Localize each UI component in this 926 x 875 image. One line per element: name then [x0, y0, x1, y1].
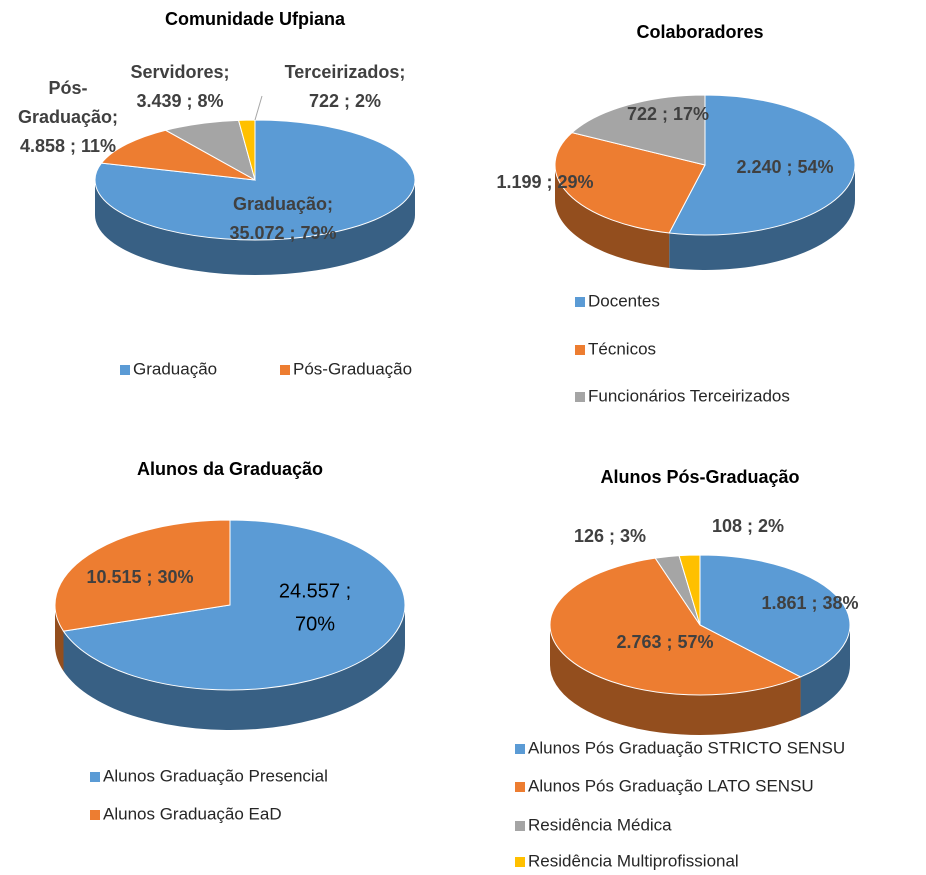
- data-label: 2.763 ; 57%: [616, 632, 713, 652]
- legend-label: Residência Multiprofissional: [528, 851, 739, 870]
- pie-slice: [62, 519, 406, 691]
- legend-swatch: [575, 345, 585, 355]
- data-label: 24.557 ;: [279, 580, 351, 602]
- pie-slice: [549, 557, 802, 696]
- legend-label: Docentes: [588, 291, 660, 310]
- pie-side: [95, 180, 415, 275]
- pie-sides: [550, 625, 850, 736]
- data-label: Graduação;: [233, 194, 333, 214]
- legend-swatch: [575, 297, 585, 307]
- legend-label: Residência Médica: [528, 815, 672, 834]
- legend-swatch: [120, 365, 130, 375]
- data-label: 2.240 ; 54%: [736, 157, 833, 177]
- data-label: 722 ; 17%: [627, 104, 709, 124]
- legend-label: Técnicos: [588, 339, 656, 358]
- legend-label: Alunos Graduação EaD: [103, 804, 282, 823]
- pie-chart: Comunidade Ufpiana Graduação; 35.072 ; 79%…: [18, 9, 416, 378]
- legend-label: Pós-Graduação: [293, 359, 412, 378]
- legend-swatch: [515, 821, 525, 831]
- legend-label: Alunos Pós Graduação LATO SENSU: [528, 776, 814, 795]
- pie-slice: [54, 519, 231, 632]
- data-label: 10.515 ; 30%: [86, 567, 193, 587]
- data-label: Pós-: [48, 78, 87, 98]
- data-label: 35.072 ; 79%: [229, 223, 336, 243]
- legend-swatch: [515, 857, 525, 867]
- data-label: 4.858 ; 11%: [20, 136, 116, 156]
- pie-side: [550, 625, 801, 736]
- chart-title: Alunos da Graduação: [137, 459, 323, 479]
- pie-slice: [668, 94, 856, 236]
- chart-title: Alunos Pós-Graduação: [600, 467, 799, 487]
- legend-label: Funcionários Terceirizados: [588, 386, 790, 405]
- pie-chart: Colaboradores 2.240 ; 54% 1.199 ; 29% 722 ;…: [496, 22, 856, 405]
- pie-side: [63, 605, 406, 731]
- legend-swatch: [575, 392, 585, 402]
- data-label: 1.861 ; 38%: [761, 593, 858, 613]
- legend-label: Graduação: [133, 359, 217, 378]
- data-label: 1.199 ; 29%: [496, 172, 593, 192]
- pie-slice: [554, 132, 706, 234]
- legend-label: Alunos Pós Graduação STRICTO SENSU: [528, 738, 845, 757]
- legend-swatch: [90, 810, 100, 820]
- legend-swatch: [90, 772, 100, 782]
- pie-sides: [555, 165, 856, 270]
- pie-slice: [699, 554, 851, 678]
- data-label: 126 ; 3%: [574, 526, 646, 546]
- data-label: Servidores;: [130, 62, 229, 82]
- data-label: 722 ; 2%: [309, 91, 381, 111]
- pie-side: [669, 165, 856, 270]
- pie-slice: [100, 129, 256, 181]
- pie-slice: [570, 94, 706, 166]
- data-label: 70%: [295, 613, 335, 635]
- pie-side: [800, 625, 850, 717]
- pie-slice: [237, 119, 256, 181]
- pie-chart: Alunos da Graduação 24.557 ; 70% 10.515 ; 3…: [54, 459, 406, 823]
- data-label: Graduação;: [18, 107, 118, 127]
- legend-label: Alunos Graduação Presencial: [103, 766, 328, 785]
- pie-side: [55, 605, 64, 672]
- chart-title: Colaboradores: [636, 22, 763, 42]
- pie-sides: [55, 605, 406, 731]
- pie-slice: [678, 554, 701, 626]
- data-label: Terceirizados;: [285, 62, 406, 82]
- chart-title: Comunidade Ufpiana: [165, 9, 346, 29]
- legend-swatch: [515, 782, 525, 792]
- legend-swatch: [515, 744, 525, 754]
- pie-sides: [95, 180, 415, 275]
- pie-side: [555, 165, 670, 268]
- leader-line: [254, 95, 263, 121]
- data-label: 108 ; 2%: [712, 516, 784, 536]
- pie-chart: Alunos Pós-Graduação 1.861 ; 38% 2.763 ; 5…: [515, 467, 859, 870]
- legend-swatch: [280, 365, 290, 375]
- data-label: 3.439 ; 8%: [136, 91, 223, 111]
